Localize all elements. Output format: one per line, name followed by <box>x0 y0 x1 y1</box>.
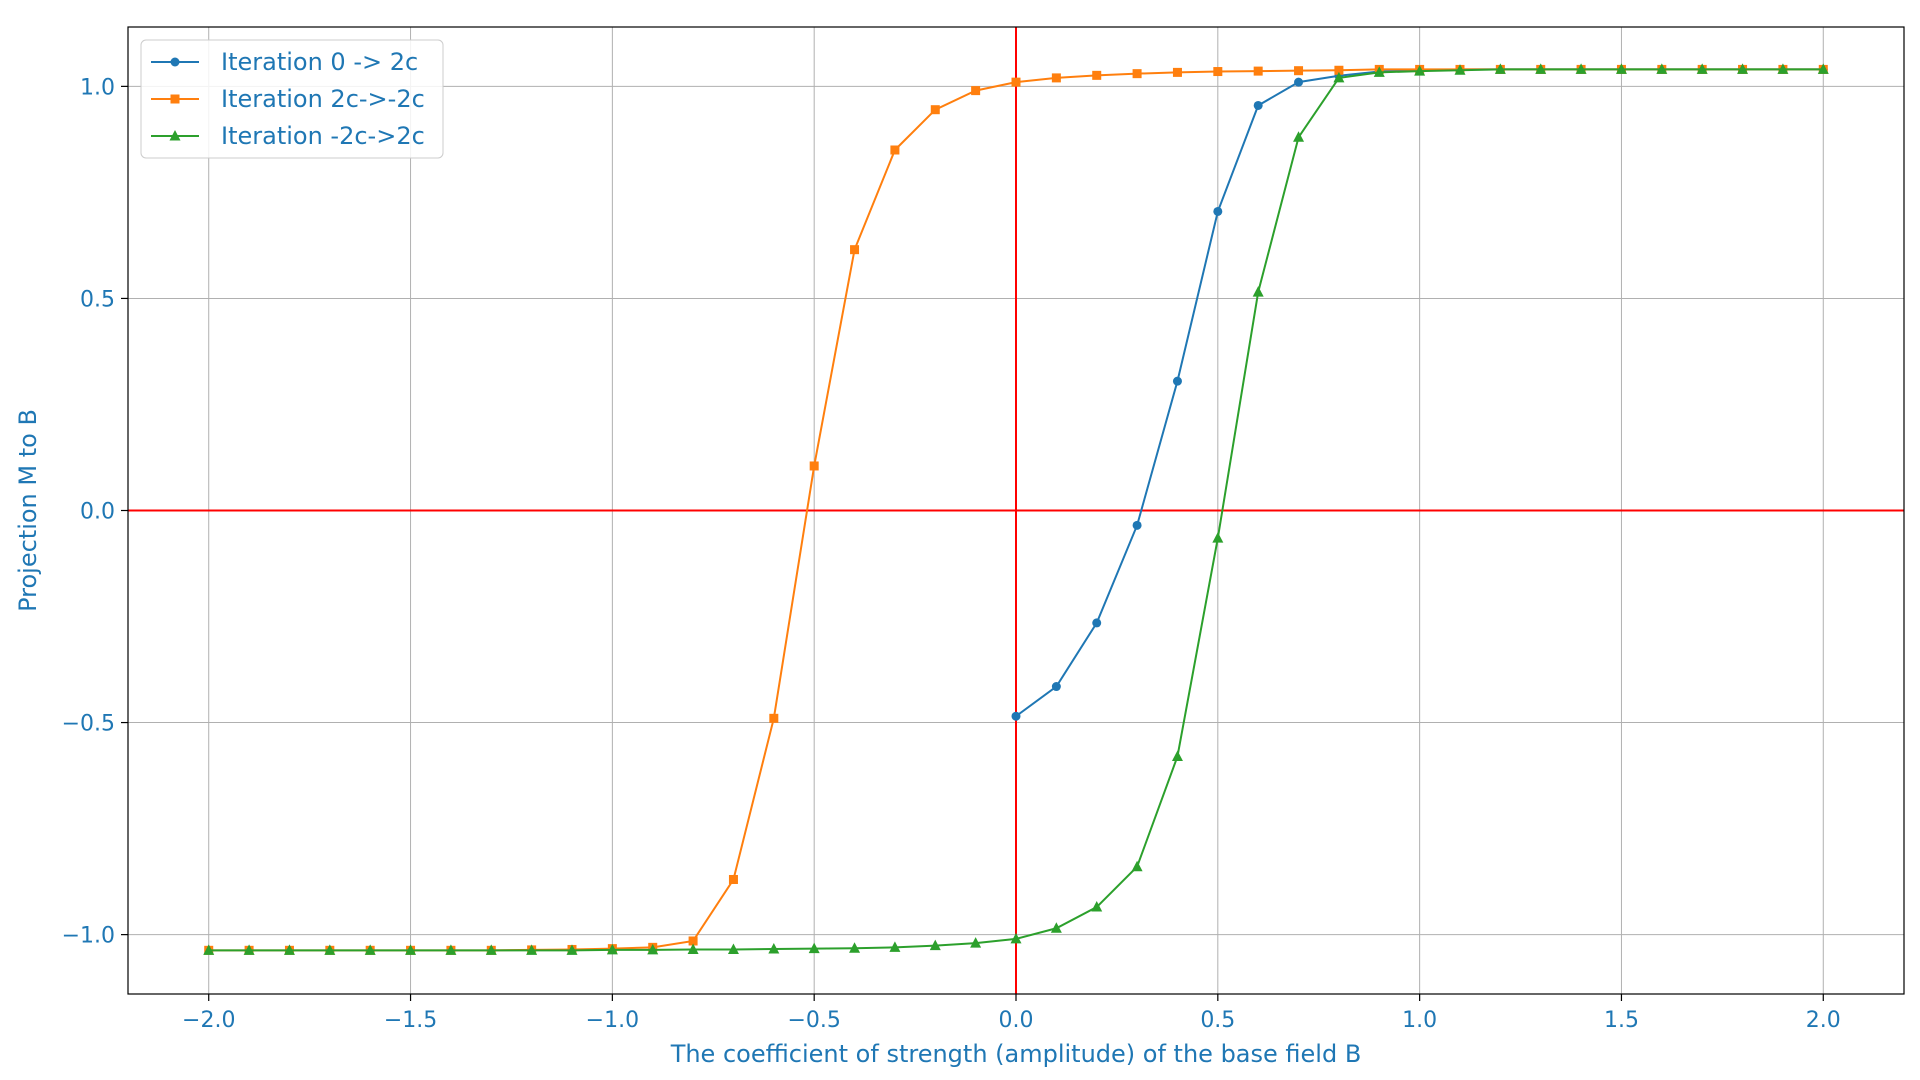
data-point <box>1454 64 1466 75</box>
x-tick-label: −1.0 <box>586 1008 639 1033</box>
x-tick-label: −1.5 <box>384 1008 437 1033</box>
x-tick-label: 2.0 <box>1806 1008 1841 1033</box>
series-layer <box>203 63 1829 955</box>
data-point <box>1253 66 1263 76</box>
legend-item: Iteration 0 -> 2c <box>151 48 418 76</box>
legend-marker <box>170 57 180 67</box>
x-tick-label: −2.0 <box>182 1008 235 1033</box>
y-tick-label: −0.5 <box>62 712 115 737</box>
data-point <box>1817 63 1829 74</box>
data-point <box>1615 63 1627 74</box>
x-tick-label: 1.0 <box>1402 1008 1437 1033</box>
data-point <box>1132 69 1142 79</box>
data-point <box>1575 63 1587 74</box>
reference-lines <box>128 27 1904 994</box>
legend-item: Iteration -2c->2c <box>151 122 425 150</box>
data-point <box>445 944 457 955</box>
data-point <box>1294 66 1304 76</box>
data-point <box>1333 71 1345 83</box>
data-point <box>1091 901 1103 912</box>
data-point <box>1334 65 1344 75</box>
legend-label: Iteration 2c->-2c <box>221 85 425 113</box>
data-point <box>526 944 538 955</box>
data-point <box>1696 63 1708 74</box>
data-point <box>647 943 659 955</box>
legend-item: Iteration 2c->-2c <box>151 85 425 113</box>
data-point <box>1535 63 1547 74</box>
data-point <box>1011 711 1021 721</box>
data-point <box>890 145 900 155</box>
x-tick-label: 1.5 <box>1604 1008 1639 1033</box>
data-point <box>405 944 417 955</box>
data-point <box>1132 520 1142 530</box>
data-point <box>1294 77 1304 87</box>
data-point <box>1171 750 1183 761</box>
legend-marker <box>169 130 181 141</box>
data-point <box>1010 932 1022 944</box>
data-point <box>364 944 376 955</box>
data-point <box>1293 131 1305 142</box>
x-tick-label: −0.5 <box>787 1008 840 1033</box>
data-point <box>971 86 981 96</box>
data-point <box>1494 63 1506 74</box>
data-point <box>1213 206 1223 216</box>
data-point <box>485 944 497 955</box>
data-point <box>850 245 860 255</box>
data-point <box>1737 63 1749 74</box>
y-tick-label: 0.0 <box>80 500 115 525</box>
y-tick-label: 1.0 <box>80 75 115 100</box>
legend-box <box>140 39 444 159</box>
data-point <box>889 941 901 952</box>
legend-label: Iteration 0 -> 2c <box>221 48 418 76</box>
data-point <box>1213 67 1223 77</box>
data-point <box>930 105 940 115</box>
y-tick-label: 0.5 <box>80 287 115 312</box>
x-tick-label: 0.5 <box>1200 1008 1235 1033</box>
data-point <box>688 936 698 946</box>
data-point <box>1051 682 1061 692</box>
data-point <box>566 944 578 955</box>
data-point <box>324 944 336 955</box>
data-point <box>1172 67 1182 77</box>
data-point <box>1131 860 1143 872</box>
data-point <box>1777 63 1789 74</box>
data-point <box>606 943 618 955</box>
data-point <box>808 942 820 954</box>
data-point <box>1092 70 1102 80</box>
series-3 <box>203 63 1829 955</box>
data-point <box>1373 66 1385 77</box>
data-point <box>1253 100 1263 110</box>
legend: Iteration 0 -> 2c Iteration 2c->-2c Iterat… <box>140 39 444 159</box>
ticks: −2.0 −1.5 −1.0 −0.5 0.0 0.5 1.0 1.5 2.0 −1.0 −0.5 0… <box>62 75 1841 1033</box>
data-point <box>283 944 295 955</box>
data-point <box>809 461 819 471</box>
data-point <box>1050 922 1062 933</box>
data-point <box>727 943 739 954</box>
legend-label: Iteration -2c->2c <box>221 122 425 150</box>
y-tick-label: −1.0 <box>62 924 115 949</box>
data-point <box>970 937 982 948</box>
legend-marker <box>170 94 180 104</box>
data-point <box>1051 73 1061 83</box>
data-point <box>203 944 215 955</box>
data-point <box>1252 286 1264 297</box>
data-point <box>243 944 255 955</box>
y-axis-label: Projection M to B <box>14 409 42 612</box>
data-point <box>687 943 699 954</box>
x-tick-label: 0.0 <box>999 1008 1034 1033</box>
data-point <box>728 874 738 884</box>
data-point <box>849 942 861 953</box>
data-point <box>1212 532 1224 543</box>
data-point <box>929 939 941 951</box>
data-point <box>1092 618 1102 628</box>
data-point <box>1011 77 1021 87</box>
data-point <box>1656 63 1668 74</box>
data-point <box>1414 65 1426 76</box>
data-point <box>1172 376 1182 386</box>
data-point <box>768 943 780 954</box>
x-axis-label: The coefficient of strength (amplitude) … <box>670 1040 1362 1068</box>
data-point <box>769 713 779 723</box>
